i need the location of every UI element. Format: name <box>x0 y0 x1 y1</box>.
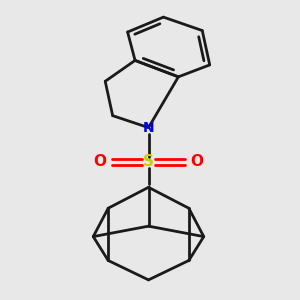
Text: O: O <box>191 154 204 169</box>
Text: N: N <box>143 121 154 135</box>
Text: O: O <box>93 154 106 169</box>
Text: S: S <box>143 154 154 169</box>
